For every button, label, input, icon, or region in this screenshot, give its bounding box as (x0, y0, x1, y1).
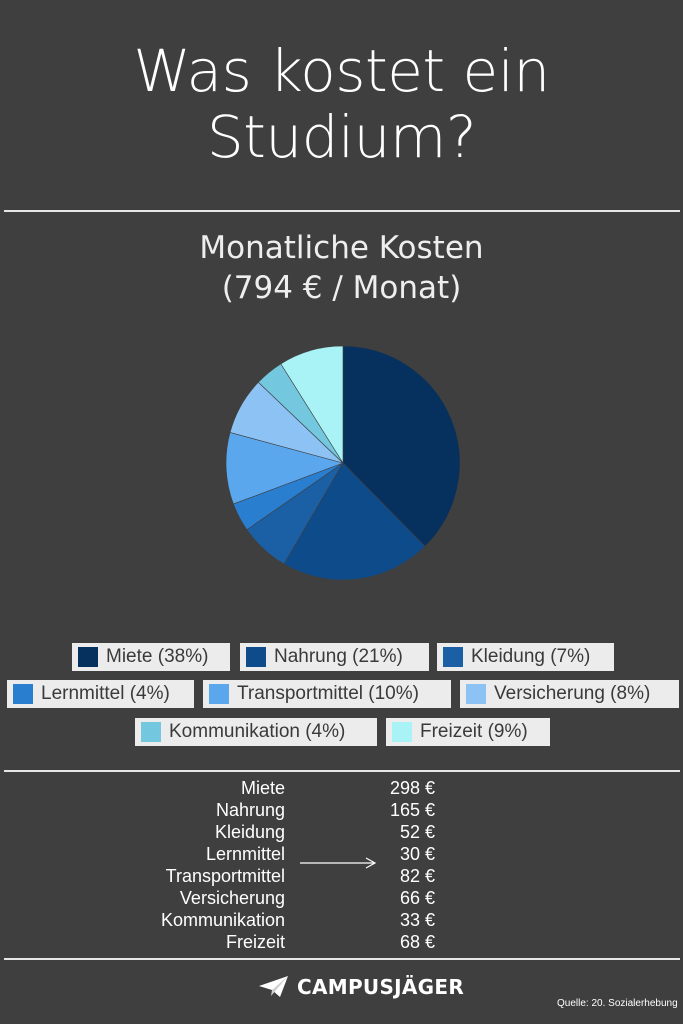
legend-item-kommunikation: Kommunikation (4%) (135, 718, 377, 746)
cost-label: Nahrung (215, 800, 285, 820)
legend-swatch (246, 647, 266, 667)
legend-swatch (392, 722, 412, 742)
cost-label: Versicherung (179, 888, 285, 908)
cost-row: Transportmittel 82 € (0, 865, 683, 887)
cost-label: Kleidung (214, 822, 285, 842)
cost-value: 82 € (399, 866, 435, 886)
legend-item-versicherung: Versicherung (8%) (460, 680, 679, 708)
pie-chart (225, 345, 461, 581)
cost-value: 165 € (389, 800, 435, 820)
cost-value: 68 € (399, 932, 435, 952)
cost-value: 298 € (389, 778, 435, 798)
cost-value: 30 € (399, 844, 435, 864)
divider-middle (4, 770, 680, 772)
cost-label: Transportmittel (165, 866, 285, 886)
legend-label: Freizeit (9%) (420, 721, 528, 742)
cost-row: Kommunikation 33 € (0, 909, 683, 931)
pie-slice-nahrung (283, 462, 426, 581)
pie-slice-freizeit (280, 345, 344, 465)
cost-row: Freizeit 68 € (0, 931, 683, 953)
legend-label: Miete (38%) (106, 646, 209, 667)
title-line-2: Studium? (206, 103, 477, 171)
legend-swatch (209, 684, 229, 704)
cost-value: 52 € (399, 822, 435, 842)
cost-row: Miete 298 € (0, 777, 683, 799)
legend-item-freizeit: Freizeit (9%) (386, 718, 550, 746)
title-line-1: Was kostet ein (133, 37, 550, 105)
legend-item-kleidung: Kleidung (7%) (437, 643, 614, 671)
legend-item-transportmittel: Transportmittel (10%) (203, 680, 451, 708)
legend-item-lernmittel: Lernmittel (4%) (7, 680, 194, 708)
cost-row: Lernmittel 30 € (0, 843, 683, 865)
legend-swatch (443, 647, 463, 667)
page-title: Was kostet ein Studium? (0, 38, 683, 170)
cost-value: 66 € (399, 888, 435, 908)
legend-swatch (141, 722, 161, 742)
paper-plane-icon (259, 976, 288, 997)
legend-label: Kommunikation (4%) (169, 721, 346, 742)
pie-slice-transportmittel (225, 432, 344, 505)
cost-label: Miete (240, 778, 285, 798)
source-note: Quelle: 20. Sozialerhebung (557, 998, 678, 1009)
brand-logo: CAMPUSJÄGER (259, 975, 464, 999)
cost-label: Lernmittel (205, 844, 285, 864)
legend-swatch (78, 647, 98, 667)
legend-label: Versicherung (8%) (494, 683, 651, 704)
legend-swatch (466, 684, 486, 704)
cost-row: Nahrung 165 € (0, 799, 683, 821)
legend-item-nahrung: Nahrung (21%) (240, 643, 429, 671)
divider-top (4, 210, 680, 212)
legend-item-miete: Miete (38%) (72, 643, 230, 671)
chart-title: Monatliche Kosten (199, 230, 484, 266)
cost-label: Kommunikation (160, 910, 285, 930)
legend-label: Kleidung (7%) (471, 646, 591, 667)
legend-label: Transportmittel (10%) (237, 683, 419, 704)
cost-label: Freizeit (225, 932, 285, 952)
legend-swatch (13, 684, 33, 704)
chart-subtitle: (794 € / Monat) (221, 270, 462, 306)
chart-title-block: Monatliche Kosten (794 € / Monat) (0, 228, 683, 308)
arrow-right-icon (300, 857, 377, 869)
cost-row: Kleidung 52 € (0, 821, 683, 843)
pie-slice-miete (342, 345, 461, 547)
legend-label: Nahrung (21%) (274, 646, 403, 667)
cost-row: Versicherung 66 € (0, 887, 683, 909)
cost-value: 33 € (399, 910, 435, 930)
legend-label: Lernmittel (4%) (41, 683, 170, 704)
divider-bottom (4, 958, 680, 960)
brand-name: CAMPUSJÄGER (297, 975, 465, 999)
